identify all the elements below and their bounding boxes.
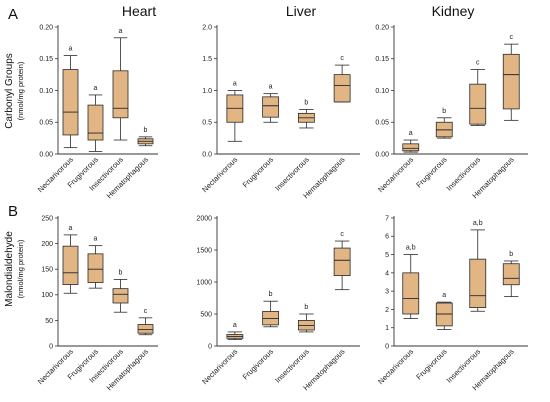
y-tick-label: 0 xyxy=(49,343,53,350)
box xyxy=(333,74,351,103)
box xyxy=(62,245,79,285)
box xyxy=(402,143,420,152)
box xyxy=(435,302,453,327)
y-tick-label: 0.05 xyxy=(375,120,389,127)
y-tick-label: 1.5 xyxy=(202,56,212,63)
y-tick-label: 0.00 xyxy=(39,151,53,158)
y-tick-label: 3 xyxy=(385,289,389,296)
significance-label: b xyxy=(442,108,446,115)
box xyxy=(502,53,520,110)
y-tick-label: 0.05 xyxy=(39,120,53,127)
y-tick-label: 0.10 xyxy=(375,88,389,95)
y-tick-label: 0.15 xyxy=(375,56,389,63)
y-tick-label: 4 xyxy=(385,270,389,277)
y-tick-label: 2000 xyxy=(196,215,212,222)
y-tick-label: 0 xyxy=(208,343,212,350)
y-tick-label: 1500 xyxy=(196,247,212,254)
significance-label: c xyxy=(510,34,514,41)
y-tick-label: 2 xyxy=(385,307,389,314)
y-tick-label: 250 xyxy=(41,215,53,222)
y-axis-title-row-2: Malondialdehyde (nmol/mg protein) xyxy=(4,231,25,307)
y-axis-title-row-1: Carbonyl Groups (nmol/mg protein) xyxy=(4,53,25,129)
y-tick-label: 0.0 xyxy=(202,151,212,158)
y-tick-label: 0.15 xyxy=(39,56,53,63)
y-tick-label: 1.0 xyxy=(202,88,212,95)
box xyxy=(112,288,129,304)
box xyxy=(112,70,129,119)
significance-label: a xyxy=(69,46,73,53)
significance-label: b xyxy=(304,304,308,311)
y-tick-label: 1 xyxy=(385,325,389,332)
box xyxy=(502,263,520,286)
y-tick-label: 0.10 xyxy=(39,88,53,95)
y-tick-label: 0.00 xyxy=(375,151,389,158)
box-plot-panel-1-2: 01234567a,bNectarivorousaFrugivorousa,bI… xyxy=(376,215,528,392)
box xyxy=(333,247,351,277)
significance-label: a xyxy=(233,322,237,329)
y-tick-label: 0.20 xyxy=(375,24,389,31)
significance-label: c xyxy=(144,308,148,315)
box xyxy=(402,272,420,315)
box xyxy=(62,69,79,136)
y-tick-label: 150 xyxy=(41,267,53,274)
y-tick-label: 5 xyxy=(385,252,389,259)
y-tick-label: 0.5 xyxy=(202,120,212,127)
significance-label: c xyxy=(476,60,480,67)
significance-label: a xyxy=(442,292,446,299)
significance-label: a,b xyxy=(406,245,416,252)
y-tick-label: 100 xyxy=(41,292,53,299)
significance-label: b xyxy=(304,100,308,107)
panel-label-b: B xyxy=(8,203,18,220)
y-axis-title-malondialdehyde: Malondialdehyde xyxy=(4,231,15,307)
column-title-liver: Liver xyxy=(286,3,317,19)
significance-label: a xyxy=(233,81,237,88)
y-tick-label: 500 xyxy=(200,311,212,318)
significance-label: a,b xyxy=(473,220,483,227)
box xyxy=(87,104,104,141)
significance-label: c xyxy=(340,231,344,238)
significance-label: c xyxy=(340,55,344,62)
y-tick-label: 0 xyxy=(385,343,389,350)
y-tick-label: 50 xyxy=(45,318,53,325)
y-tick-label: 2.0 xyxy=(202,24,212,31)
significance-label: a xyxy=(409,130,413,137)
significance-label: b xyxy=(144,127,148,134)
column-title-heart: Heart xyxy=(122,3,156,19)
y-axis-units-malondialdehyde: (nmol/mg protein) xyxy=(16,239,25,298)
y-axis-units-carbonyl: (nmol/mg protein) xyxy=(16,61,25,120)
significance-label: a xyxy=(269,84,273,91)
significance-label: a xyxy=(94,85,98,92)
box xyxy=(469,83,487,125)
panel-label-a: A xyxy=(8,6,18,23)
y-tick-label: 0.20 xyxy=(39,24,53,31)
y-axis-title-carbonyl: Carbonyl Groups xyxy=(4,53,15,129)
box xyxy=(87,253,104,283)
significance-label: a xyxy=(94,236,98,243)
column-title-kidney: Kidney xyxy=(432,3,475,19)
y-tick-label: 200 xyxy=(41,241,53,248)
significance-label: b xyxy=(119,269,123,276)
box xyxy=(137,324,154,334)
significance-label: a xyxy=(119,28,123,35)
significance-label: b xyxy=(269,291,273,298)
significance-label: b xyxy=(509,251,513,258)
y-tick-label: 7 xyxy=(385,215,389,222)
significance-label: a xyxy=(69,225,73,232)
box xyxy=(469,258,487,308)
box xyxy=(262,96,280,118)
y-tick-label: 1000 xyxy=(196,279,212,286)
y-tick-label: 6 xyxy=(385,234,389,241)
